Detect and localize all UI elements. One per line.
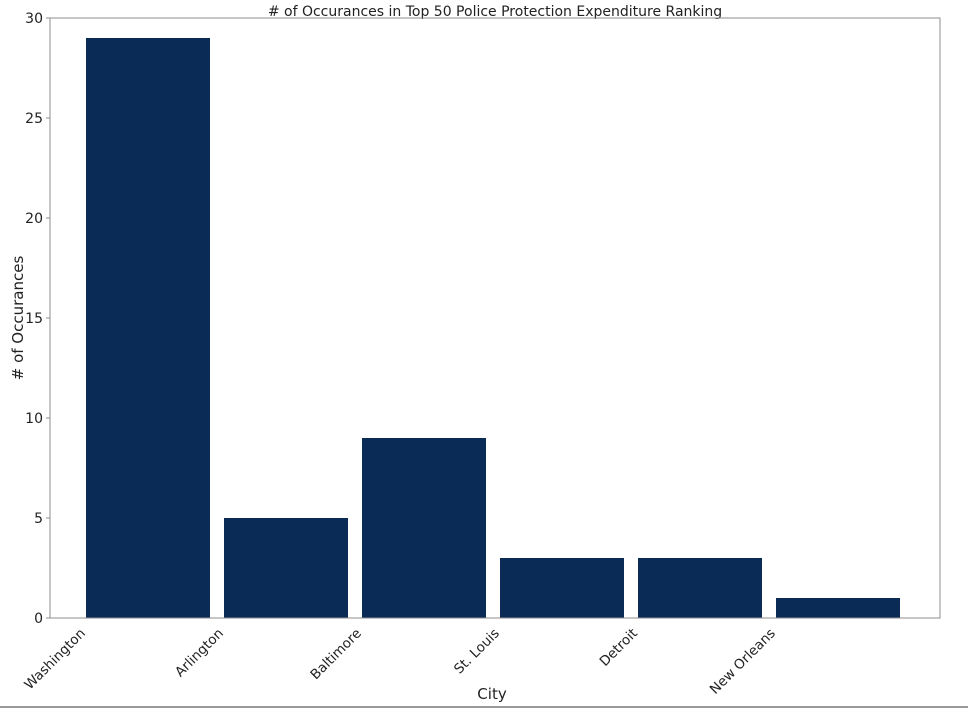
y-axis-ticks: 0 5 10 15 20 25 30 [25,11,50,627]
x-tick-label: Baltimore [307,626,364,683]
x-tick-label: Arlington [172,626,227,681]
x-axis-label: City [477,685,507,703]
bar-baltimore [362,438,486,618]
bar-washington [86,38,210,618]
bar-st-louis [500,558,624,618]
x-axis-ticks: Washington Arlington Baltimore St. Louis Det… [21,626,778,698]
x-tick-label: St. Louis [451,626,503,678]
y-tick-label: 20 [25,211,43,227]
bar-new-orleans [776,598,900,618]
bars [86,38,900,618]
chart-title: # of Occurances in Top 50 Police Protect… [268,4,722,20]
y-tick-label: 25 [25,111,43,127]
y-tick-label: 15 [25,311,43,327]
y-tick-label: 10 [25,411,43,427]
x-tick-label: Detroit [597,626,641,670]
bar-detroit [638,558,762,618]
x-tick-label: Washington [21,626,88,693]
y-tick-label: 0 [34,611,43,627]
bar-arlington [224,518,348,618]
y-axis-label: # of Occurances [9,256,27,381]
bottom-divider [0,706,968,708]
y-tick-label: 5 [34,511,43,527]
x-tick-label: New Orleans [707,626,779,698]
y-tick-label: 30 [25,11,43,27]
